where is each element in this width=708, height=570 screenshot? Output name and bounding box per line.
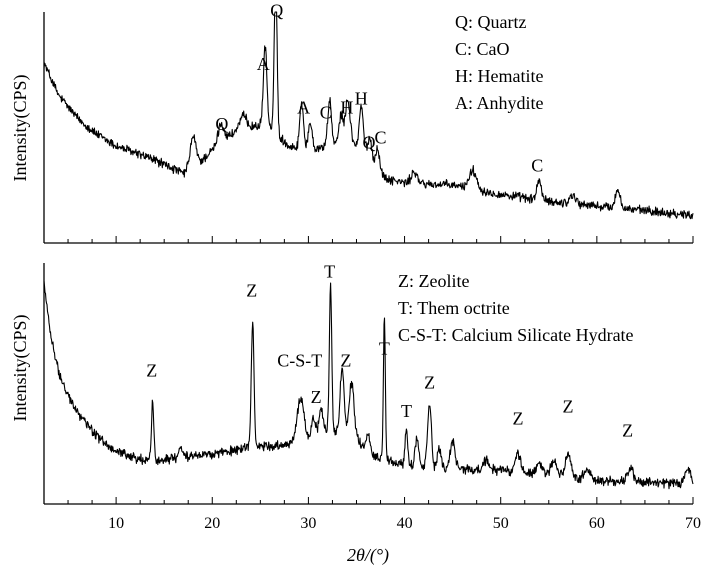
bottom-peak-label: Z <box>563 396 574 416</box>
x-tick-label: 70 <box>685 515 701 532</box>
bottom-peak-label: Z <box>311 387 322 407</box>
top-peak-label: A <box>297 98 310 118</box>
bottom-peak-label: T <box>324 262 335 282</box>
legend-quartz: Q: Quartz <box>455 12 526 32</box>
legend-anhydite: A: Anhydite <box>455 93 544 113</box>
bottom-panel-trace <box>43 281 694 490</box>
top-panel-trace <box>43 11 694 220</box>
top-peak-label: C <box>374 128 386 148</box>
bottom-panel-ticks <box>67 497 694 504</box>
bottom-peak-label: Z <box>424 372 435 392</box>
top-peak-label: C <box>320 102 332 122</box>
x-tick-labels: 10 20 30 40 50 60 70 <box>108 515 701 532</box>
bottom-peak-label: T <box>379 339 390 359</box>
legend-hematite: H: Hematite <box>455 66 543 86</box>
x-tick-label: 50 <box>493 515 509 532</box>
top-peak-label: Q <box>363 132 376 152</box>
x-tick-label: 30 <box>300 515 316 532</box>
top-peak-label: A <box>257 54 270 74</box>
top-peak-label: Q <box>270 1 283 21</box>
x-axis-label: 2θ/(°) <box>347 545 389 566</box>
x-tick-label: 60 <box>589 515 605 532</box>
bottom-peak-label: Z <box>513 409 524 429</box>
x-tick-label: 20 <box>204 515 220 532</box>
legend-csh: C-S-T: Calcium Silicate Hydrate <box>398 325 634 345</box>
top-peak-label: C <box>531 155 543 175</box>
legend-cao: C: CaO <box>455 39 510 59</box>
bottom-peak-label: Z <box>146 360 157 380</box>
top-panel-ticks <box>67 236 694 243</box>
top-peak-label: Q <box>215 114 228 134</box>
bottom-peak-label: T <box>401 401 412 421</box>
x-tick-label: 40 <box>397 515 413 532</box>
bottom-peak-label: Z <box>246 281 257 301</box>
bottom-peak-label: C-S-T <box>277 351 322 371</box>
top-panel-legend: Q: Quartz C: CaO H: Hematite A: Anhydite <box>455 12 544 113</box>
legend-zeolite: Z: Zeolite <box>398 271 469 291</box>
x-tick-label: 10 <box>108 515 124 532</box>
bottom-panel-y-label: Intensity(CPS) <box>10 314 31 421</box>
top-peak-label: H <box>340 98 353 118</box>
bottom-peak-label: Z <box>340 351 351 371</box>
bottom-panel-legend: Z: Zeolite T: Them octrite C-S-T: Calciu… <box>398 271 634 345</box>
legend-themoctrite: T: Them octrite <box>398 298 510 318</box>
bottom-peak-label: Z <box>622 421 633 441</box>
top-panel-y-label: Intensity(CPS) <box>10 74 31 181</box>
top-peak-label: H <box>355 88 368 108</box>
